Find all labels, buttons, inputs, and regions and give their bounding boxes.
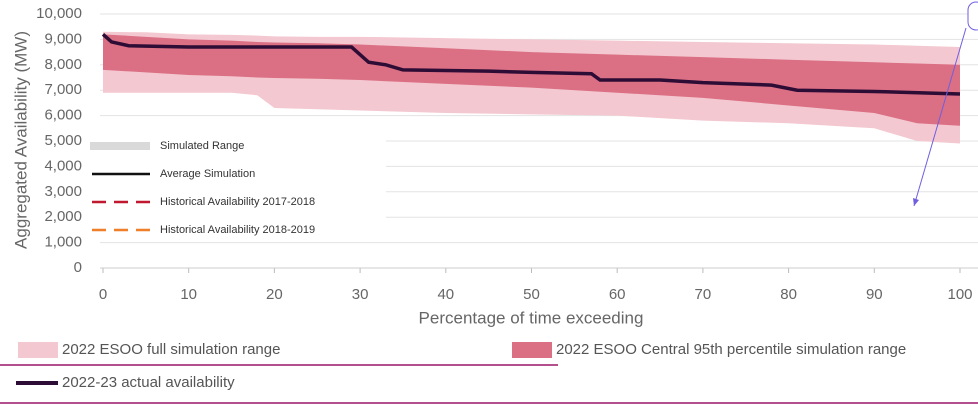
annotation-box bbox=[967, 1, 978, 31]
legend-label: 2022 ESOO full simulation range bbox=[62, 341, 280, 358]
x-tick-label: 40 bbox=[437, 286, 454, 303]
legend-label: Simulated Range bbox=[160, 140, 244, 152]
range-band bbox=[103, 34, 960, 126]
y-tick-label: 4,000 bbox=[44, 157, 82, 174]
x-tick-label: 80 bbox=[780, 286, 797, 303]
y-tick-label: 7,000 bbox=[44, 81, 82, 98]
x-tick-label: 90 bbox=[866, 286, 883, 303]
y-tick-label: 8,000 bbox=[44, 56, 82, 73]
legend-label: 2022 ESOO Central 95th percentile simula… bbox=[556, 341, 906, 358]
x-tick-label: 20 bbox=[266, 286, 283, 303]
x-tick-label: 0 bbox=[99, 286, 107, 303]
y-tick-label: 3,000 bbox=[44, 183, 82, 200]
inner-legend-box bbox=[86, 132, 386, 242]
x-tick-label: 70 bbox=[695, 286, 712, 303]
y-axis-title: Aggregated Availability (MW) bbox=[11, 31, 30, 249]
y-tick-label: 6,000 bbox=[44, 107, 82, 124]
y-tick-label: 0 bbox=[74, 259, 82, 276]
legend-label: 2022-23 actual availability bbox=[62, 374, 235, 391]
y-tick-label: 10,000 bbox=[36, 5, 82, 22]
legend-label: Historical Availability 2018-2019 bbox=[160, 224, 315, 236]
y-tick-label: 1,000 bbox=[44, 234, 82, 251]
arrow-head bbox=[913, 198, 919, 206]
legend-swatch bbox=[18, 342, 58, 358]
y-tick-label: 9,000 bbox=[44, 30, 82, 47]
legend-label: Historical Availability 2017-2018 bbox=[160, 196, 315, 208]
legend-swatch bbox=[90, 142, 150, 150]
x-tick-label: 50 bbox=[523, 286, 540, 303]
legend-swatch bbox=[512, 342, 552, 358]
actual-line bbox=[101, 33, 961, 96]
x-tick-label: 60 bbox=[609, 286, 626, 303]
y-tick-label: 5,000 bbox=[44, 132, 82, 149]
x-tick-label: 30 bbox=[352, 286, 369, 303]
y-tick-label: 2,000 bbox=[44, 208, 82, 225]
x-tick-label: 100 bbox=[947, 286, 972, 303]
x-axis-title: Percentage of time exceeding bbox=[419, 308, 644, 327]
legend-label: Average Simulation bbox=[160, 168, 255, 180]
x-tick-label: 10 bbox=[180, 286, 197, 303]
annotation-arrow bbox=[913, 27, 967, 207]
